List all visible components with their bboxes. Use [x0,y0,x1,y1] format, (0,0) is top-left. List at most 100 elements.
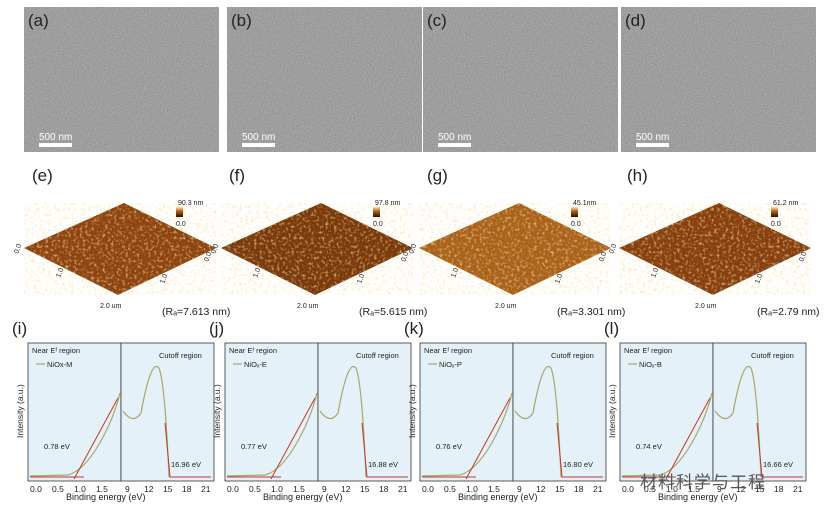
cutoff-spectrum [514,365,562,478]
x-axis-label: Binding energy (eV) [458,492,538,502]
afm-axis-tick: 0.0 [203,251,213,263]
x-tick-label: 0.5 [52,484,64,494]
x-tick-label: 0.0 [422,484,434,494]
roughness-label: (Rₐ=3.301 nm) [557,306,625,318]
afm-axis-tick: 0.0 [608,243,618,255]
panel-label: (h) [627,166,648,185]
afm-topography [619,203,811,295]
x-tick-label: 21 [398,484,408,494]
x-tick-label: 15 [555,484,565,494]
afm-axis-tick: 0.0 [13,243,23,255]
x-tick-label: 9 [717,484,722,494]
watermark-text: 材料科学与工程 [640,473,766,493]
ups-panel: (i) Intensity (a.u.) Near Eᶠ region NiOx-M 0… [12,319,215,502]
ups-panel: (k) Intensity (a.u.) Near Eᶠ region NiOₓ-P 0… [404,319,607,502]
cutoff-fit [756,422,803,478]
x-tick-label: 0.0 [622,484,634,494]
scale-bar-label: 500 nm [636,132,669,143]
sem-texture [621,7,816,152]
cutoff-plot [120,342,215,482]
afm-axis-tick: 0.0 [598,251,608,263]
near-ef-plot [224,342,319,482]
panel-label: (d) [625,11,646,30]
panel-label: (g) [427,166,448,185]
scale-bar [39,143,72,147]
cutoff-fit [164,422,211,478]
cutoff-spectrum [319,365,367,478]
near-ef-plot [419,342,514,482]
near-ef-spectrum [421,392,513,477]
cutoff-plot [512,342,607,482]
sem-texture [227,7,422,152]
height-max-label: 97.8 nm [375,200,400,207]
afm-axis-tick: 1.0 [554,273,564,285]
height-colorbar [571,207,578,217]
afm-axis-tick: 2.0 um [297,303,319,310]
scale-bar-label: 500 nm [39,132,72,143]
height-min-label: 0.0 [571,221,581,228]
x-tick-label: 12 [536,484,546,494]
height-colorbar [771,207,778,217]
scale-bar [438,143,471,147]
panel-label: (l) [604,319,619,338]
x-tick-label: 21 [793,484,803,494]
afm-axis-tick: 1.0 [754,273,764,285]
x-tick-label: 18 [774,484,784,494]
onset-value: 0.76 eV [436,442,462,451]
cutoff-title: Cutoff region [356,351,399,360]
cutoff-value: 16.66 eV [763,460,793,469]
cutoff-spectrum [122,365,170,478]
roughness-label: (Rₐ=7.613 nm) [162,306,230,318]
x-tick-label: 15 [755,484,765,494]
panel-label: (k) [404,319,424,338]
x-tick-label: 12 [144,484,154,494]
near-ef-title: Near Eᶠ region [624,346,672,355]
ups-panel: (j) Intensity (a.u.) Near Eᶠ region NiOₓ-E 0… [209,319,412,502]
y-axis-label: Intensity (a.u.) [407,384,417,438]
x-axis-label: Binding energy (eV) [66,492,146,502]
x-tick-label: 18 [574,484,584,494]
afm-axis-tick: 1.0 [356,273,366,285]
legend-label: NiOₓ-P [439,360,462,369]
x-axis-label: Binding energy (eV) [658,492,738,502]
afm-row: (e) 0.0 1.0 2.0 um 0.0 1.0 90.3 nm 0.0 (Rₐ=7.613… [13,166,819,318]
near-ef-plot [619,342,714,482]
height-min-label: 0.0 [373,221,383,228]
afm-axis-tick: 0.0 [210,243,220,255]
x-tick-label: 9 [125,484,130,494]
afm-panel: (e) 0.0 1.0 2.0 um 0.0 1.0 90.3 nm 0.0 (Rₐ=7.613… [13,166,230,318]
x-tick-label: 21 [593,484,603,494]
y-axis-label: Intensity (a.u.) [212,384,222,438]
cutoff-value: 16.96 eV [171,460,201,469]
panel-label: (a) [28,11,49,30]
sem-row: (a) 500 nm (b) 500 nm (c) 500 nm (d) 500 nm [24,7,816,152]
height-min-label: 0.0 [176,221,186,228]
x-tick-label: 1.0 [74,484,86,494]
x-tick-label: 0.5 [644,484,656,494]
cutoff-title: Cutoff region [159,351,202,360]
height-max-label: 61.2 nm [773,200,798,207]
sem-panel: (b) 500 nm [227,7,422,152]
cutoff-fit [556,422,603,478]
cutoff-title: Cutoff region [551,351,594,360]
legend-label: NiOx-M [47,360,72,369]
y-axis-label: Intensity (a.u.) [15,384,25,438]
near-ef-spectrum [226,392,318,477]
height-colorbar [373,207,380,217]
afm-axis-tick: 1.0 [55,267,65,279]
onset-fit [73,397,119,480]
scale-bar [636,143,669,147]
afm-panel: (f) 0.0 1.0 2.0 um 0.0 1.0 97.8 nm 0.0 (Rₐ=5.615… [210,166,427,318]
roughness-label: (Rₐ=5.615 nm) [359,306,427,318]
x-tick-label: 12 [341,484,351,494]
x-tick-label: 0.5 [444,484,456,494]
onset-fit [665,397,711,480]
scale-bar-label: 500 nm [242,132,275,143]
afm-topography [221,203,413,295]
x-tick-label: 15 [360,484,370,494]
x-tick-label: 1.0 [666,484,678,494]
x-tick-label: 21 [201,484,211,494]
scale-bar-label: 500 nm [438,132,471,143]
near-ef-title: Near Eᶠ region [424,346,472,355]
